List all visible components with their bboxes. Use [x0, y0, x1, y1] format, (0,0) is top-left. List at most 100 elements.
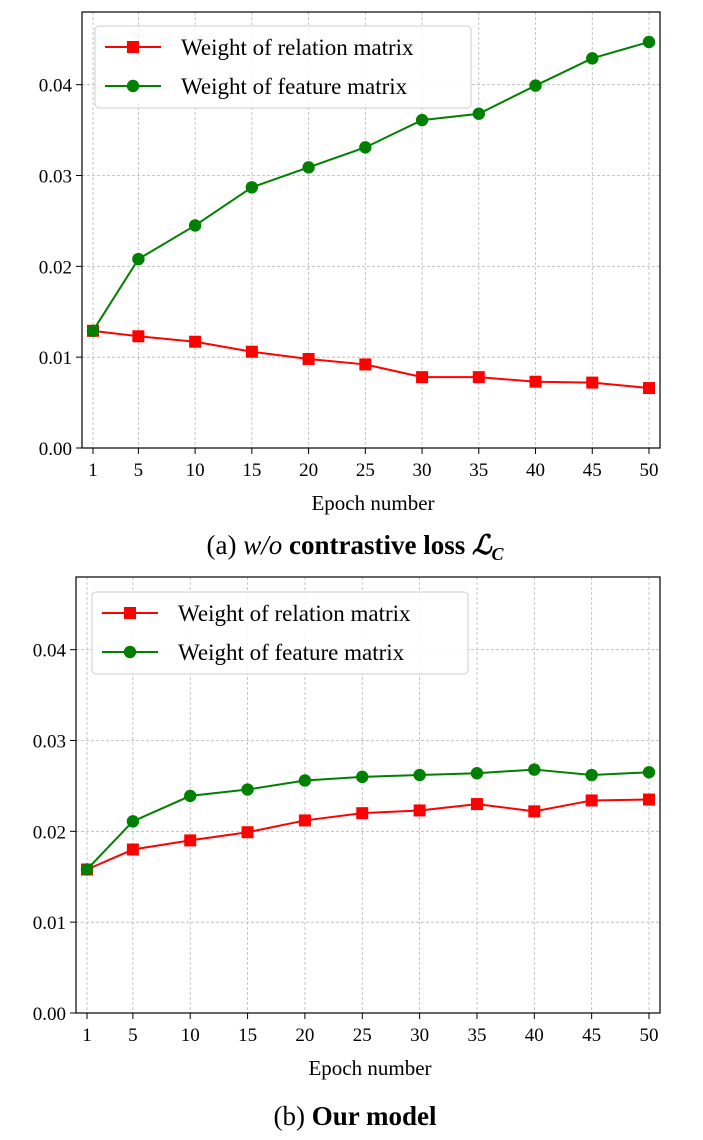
x-tick-label: 25 [353, 1025, 372, 1046]
caption-b-prefix: (b) [274, 1101, 312, 1131]
data-point-relation [126, 843, 139, 856]
data-point-feature [241, 783, 254, 796]
x-tick-label: 10 [186, 460, 205, 481]
data-point-feature [642, 766, 656, 779]
x-axis-label: Epoch number [311, 491, 434, 515]
y-tick-label: 0.00 [39, 439, 72, 460]
data-point-relation [184, 834, 197, 847]
data-point-feature [245, 181, 259, 194]
data-point-relation [643, 382, 655, 395]
y-tick-label: 0.01 [33, 913, 66, 934]
data-point-feature [132, 252, 145, 266]
x-tick-label: 25 [356, 460, 375, 481]
data-point-feature [359, 141, 372, 154]
data-point-feature [586, 52, 599, 65]
data-point-feature [413, 768, 426, 782]
legend-marker-square [124, 607, 136, 619]
plot-frame [81, 11, 661, 449]
x-tick-label: 50 [640, 1025, 659, 1046]
plot-frame [75, 576, 661, 1014]
chart-panel-a: 1 5 10 15 20 25 30 35 40 45 500.000.010.020.030.04… [39, 11, 661, 515]
data-point-feature [470, 767, 484, 780]
y-tick-label: 0.04 [39, 76, 73, 97]
data-point-relation [472, 371, 485, 384]
x-tick-label: 5 [128, 1025, 138, 1046]
x-tick-label: 20 [295, 1025, 314, 1046]
y-tick-label: 0.04 [33, 641, 67, 662]
data-point-feature [585, 768, 598, 782]
legend-box [94, 25, 472, 109]
y-tick-label: 0.02 [33, 822, 66, 843]
y-tick-label: 0.00 [33, 1004, 66, 1025]
caption-a-subscript: C [491, 544, 504, 564]
y-tick-label: 0.03 [33, 732, 66, 753]
x-tick-label: 40 [525, 1025, 544, 1046]
data-point-feature [80, 863, 94, 876]
x-axis-label: Epoch number [308, 1056, 431, 1080]
data-point-feature [302, 161, 315, 174]
data-point-feature [126, 815, 140, 828]
y-tick-label: 0.02 [39, 257, 72, 278]
data-point-relation [302, 352, 315, 365]
legend-label: Weight of relation matrix [181, 35, 414, 60]
caption-b-bold: Our model [312, 1101, 437, 1131]
data-point-relation [132, 330, 145, 343]
x-tick-label: 10 [181, 1025, 200, 1046]
data-point-feature [188, 219, 202, 232]
x-tick-label: 20 [299, 460, 318, 481]
caption-a-prefix: (a) [207, 530, 244, 560]
data-point-feature [184, 789, 197, 803]
x-tick-label: 40 [526, 460, 545, 481]
caption-a-italic: w/o [243, 530, 282, 560]
data-point-feature [528, 763, 541, 776]
legend-label: Weight of feature matrix [178, 640, 405, 665]
data-point-feature [356, 770, 369, 784]
data-point-feature [529, 79, 542, 92]
x-tick-label: 15 [242, 460, 261, 481]
data-point-relation [529, 375, 542, 388]
data-point-relation [359, 358, 372, 371]
series-line-feature [86, 768, 650, 871]
legend-marker-square [127, 41, 139, 53]
caption-a-bold: contrastive loss [282, 530, 472, 560]
x-tick-label: 45 [582, 1025, 601, 1046]
caption-b: (b) Our model [274, 1101, 437, 1131]
data-point-relation [241, 826, 254, 839]
data-point-relation [413, 804, 426, 817]
x-tick-label: 35 [467, 1025, 486, 1046]
data-point-relation [585, 794, 598, 807]
data-point-feature [472, 107, 485, 120]
data-point-relation [643, 793, 655, 806]
x-tick-label: 50 [640, 460, 659, 481]
data-point-relation [586, 376, 599, 389]
legend-label: Weight of feature matrix [181, 74, 408, 99]
x-tick-label: 45 [583, 460, 602, 481]
x-tick-label: 35 [469, 460, 488, 481]
y-tick-label: 0.03 [39, 167, 72, 188]
caption-a-symbol: ℒ [472, 530, 493, 560]
data-point-relation [189, 335, 202, 348]
x-tick-label: 1 [88, 460, 98, 481]
x-tick-label: 30 [410, 1025, 429, 1046]
chart-panel-b: 1 5 10 15 20 25 30 35 40 45 500.000.010.020.030.04… [33, 576, 661, 1080]
data-point-relation [356, 807, 369, 820]
data-point-feature [298, 774, 312, 787]
legend-marker-circle [123, 645, 137, 659]
data-point-relation [245, 345, 258, 358]
data-point-relation [298, 814, 311, 827]
data-point-relation [528, 805, 541, 818]
x-tick-label: 30 [413, 460, 432, 481]
data-point-feature [642, 35, 656, 49]
legend-label: Weight of relation matrix [178, 601, 411, 626]
caption-a: (a) w/o contrastive loss ℒC [207, 530, 505, 564]
data-point-relation [416, 371, 429, 384]
y-tick-label: 0.01 [39, 348, 72, 369]
legend-box [91, 591, 469, 675]
data-point-feature [86, 324, 100, 338]
x-tick-label: 1 [82, 1025, 92, 1046]
x-tick-label: 15 [238, 1025, 257, 1046]
legend-marker-circle [126, 79, 140, 93]
data-point-feature [415, 113, 429, 127]
x-tick-label: 5 [134, 460, 144, 481]
